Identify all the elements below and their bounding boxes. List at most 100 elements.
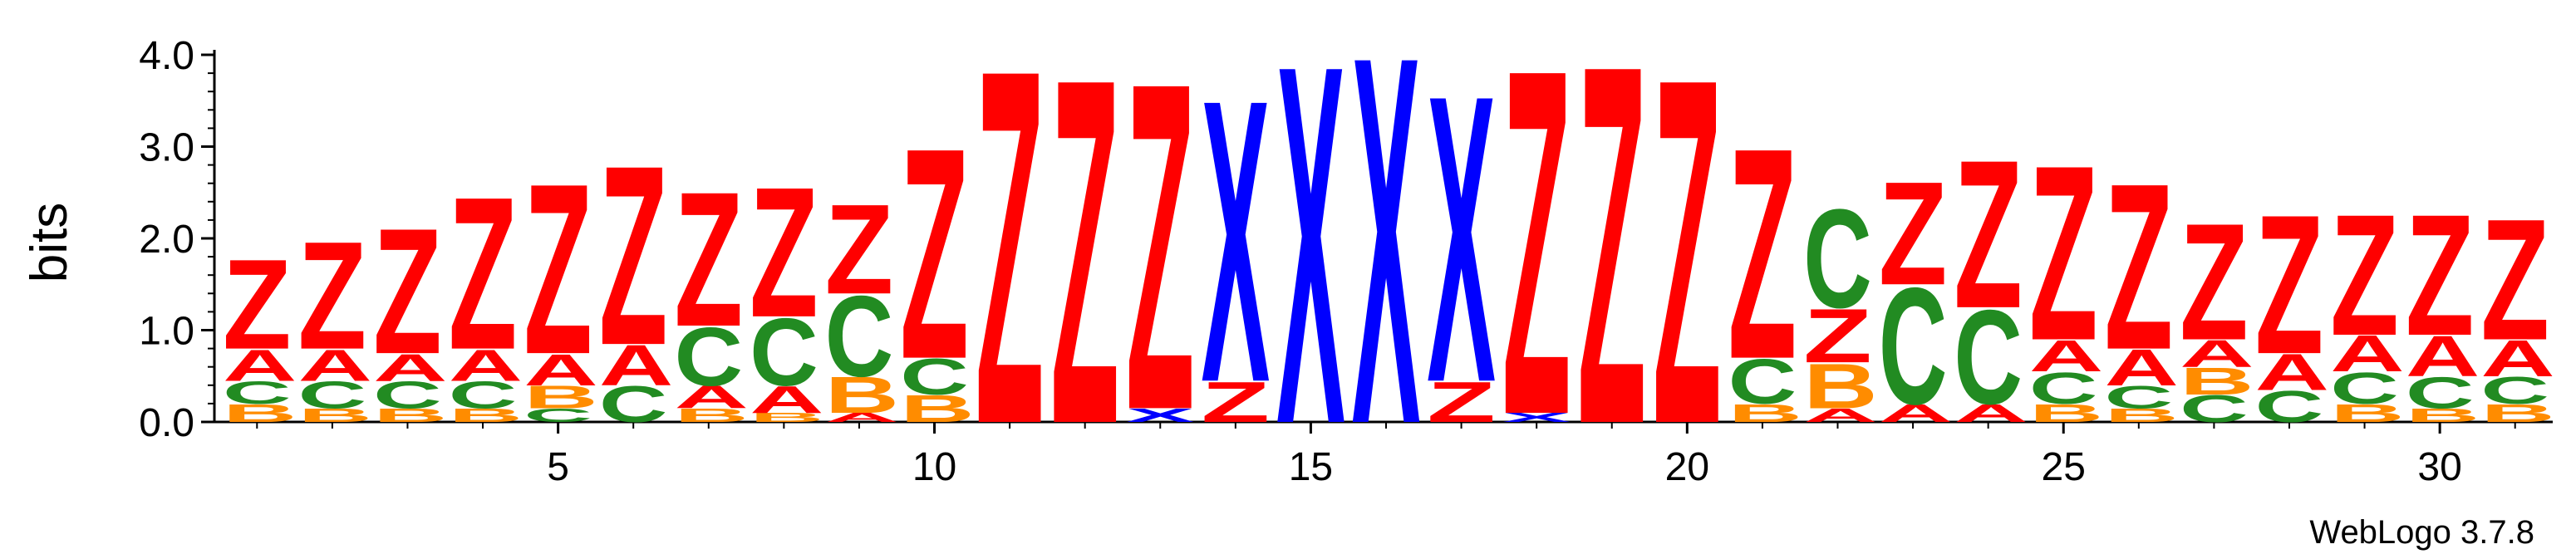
logo-letter-z: Z — [373, 192, 442, 392]
logo-letter-c: C — [900, 349, 969, 406]
logo-letter-z: Z — [1427, 370, 1496, 434]
logo-letter-b: B — [449, 404, 523, 426]
logo-letter-z: Z — [2480, 184, 2549, 377]
logo-letter-x: X — [1276, 0, 1345, 532]
logo-letter-z: Z — [1502, 0, 1571, 518]
logo-letter-b: B — [900, 387, 974, 430]
logo-letter-a: A — [2029, 331, 2103, 381]
logo-letter-z: Z — [976, 0, 1045, 530]
logo-letter-c: C — [373, 374, 442, 416]
logo-letter-z: Z — [223, 233, 292, 375]
logo-letter-b: B — [2480, 399, 2554, 428]
logo-letter-b: B — [2105, 404, 2179, 426]
logo-letter-x: X — [1352, 0, 1421, 534]
logo-letter-b: B — [298, 404, 372, 426]
logo-letter-c: C — [2330, 363, 2399, 413]
logo-letter-c: C — [449, 374, 518, 416]
logo-letter-z: Z — [1050, 0, 1119, 527]
logo-letter-a: A — [449, 341, 523, 390]
y-tick-label: 0.0 — [139, 401, 194, 445]
logo-letter-z: Z — [674, 152, 743, 367]
logo-letter-a: A — [825, 410, 899, 424]
logo-letter-b: B — [750, 410, 823, 424]
logo-letter-a: A — [2180, 332, 2254, 375]
logo-letter-c: C — [750, 299, 819, 406]
logo-letter-a: A — [373, 346, 447, 389]
logo-letter-c: C — [2105, 380, 2174, 415]
logo-letter-a: A — [2406, 324, 2480, 388]
logo-letter-c: C — [298, 374, 367, 416]
y-axis-label: bits — [21, 203, 78, 282]
logo-letter-z: Z — [1126, 0, 1195, 507]
logo-letter-b: B — [674, 404, 748, 426]
logo-letter-a: A — [298, 341, 372, 390]
logo-letter-c: C — [2406, 368, 2475, 418]
y-tick-label: 1.0 — [139, 310, 194, 354]
logo-letter-x: X — [1126, 404, 1195, 426]
logo-letter-c: C — [674, 310, 743, 403]
logo-letter-b: B — [2330, 399, 2404, 428]
logo-letter-b: B — [1803, 351, 1877, 422]
logo-letter-c: C — [1803, 179, 1872, 337]
logo-letter-z: Z — [2406, 179, 2475, 373]
logo-letter-c: C — [1879, 252, 1948, 439]
logo-letter-x: X — [1502, 410, 1571, 424]
logo-letter-a: A — [524, 346, 597, 395]
x-tick-label: 15 — [1289, 445, 1333, 489]
logo-letter-z: Z — [825, 178, 894, 321]
logo-letter-z: Z — [1202, 370, 1271, 434]
logo-letter-z: Z — [750, 150, 819, 356]
logo-letter-z: Z — [1577, 0, 1646, 531]
logo-letter-a: A — [674, 380, 748, 415]
logo-letter-z: Z — [1728, 85, 1797, 422]
logo-letter-z: Z — [298, 210, 367, 382]
x-tick-label: 10 — [912, 445, 956, 489]
logo-letter-a: A — [2330, 325, 2404, 382]
logo-letter-z: Z — [449, 152, 518, 395]
logo-letter-c: C — [599, 376, 668, 434]
logo-letter-b: B — [2180, 360, 2254, 403]
logo-letter-b: B — [825, 366, 899, 424]
logo-letter-c: C — [223, 375, 292, 411]
x-tick-label: 25 — [2042, 445, 2086, 489]
logo-letter-a: A — [1879, 399, 1953, 428]
logo-letter-c: C — [1728, 346, 1797, 417]
logo-letter-z: Z — [2105, 135, 2174, 400]
logo-letter-z: Z — [1653, 0, 1722, 527]
logo-letter-b: B — [524, 380, 597, 415]
logo-letter-c: C — [1954, 282, 2023, 432]
logo-letter-z: Z — [1954, 116, 2023, 353]
x-tick-label: 30 — [2417, 445, 2461, 489]
logo-letter-z: Z — [2255, 174, 2324, 396]
logo-letter-b: B — [223, 399, 297, 428]
logo-letter-a: A — [1803, 404, 1877, 426]
logo-letter-z: Z — [1803, 292, 1872, 379]
logo-letter-z: Z — [900, 85, 969, 422]
credit-text: WebLogo 3.7.8 — [2309, 514, 2534, 551]
logo-letter-a: A — [2105, 339, 2179, 396]
logo-letter-z: Z — [2180, 189, 2249, 375]
logo-letter-x: X — [1202, 17, 1271, 468]
logo-letter-z: Z — [2330, 179, 2399, 373]
logo-letter-a: A — [599, 334, 673, 398]
y-tick-label: 4.0 — [139, 34, 194, 78]
logo-letter-a: A — [2255, 343, 2329, 400]
logo-letter-z: Z — [599, 113, 668, 400]
logo-letter-b: B — [1728, 399, 1802, 428]
logo-letter-c: C — [524, 404, 592, 426]
logo-letter-z: Z — [524, 134, 592, 406]
logo-letter-a: A — [750, 378, 823, 421]
y-tick-label: 2.0 — [139, 218, 194, 262]
logo-letter-c: C — [2029, 363, 2098, 413]
logo-letter-z: Z — [2029, 115, 2098, 393]
logo-letter-c: C — [2480, 370, 2549, 412]
x-tick-label: 20 — [1665, 445, 1709, 489]
logo-letter-x: X — [1427, 10, 1496, 468]
logo-letter-b: B — [2406, 404, 2480, 426]
logo-letter-a: A — [1954, 399, 2028, 428]
y-tick-label: 3.0 — [139, 126, 194, 170]
logo-letter-b: B — [373, 404, 447, 426]
logo-letter-c: C — [2255, 381, 2324, 431]
logo-letter-c: C — [2180, 388, 2249, 430]
